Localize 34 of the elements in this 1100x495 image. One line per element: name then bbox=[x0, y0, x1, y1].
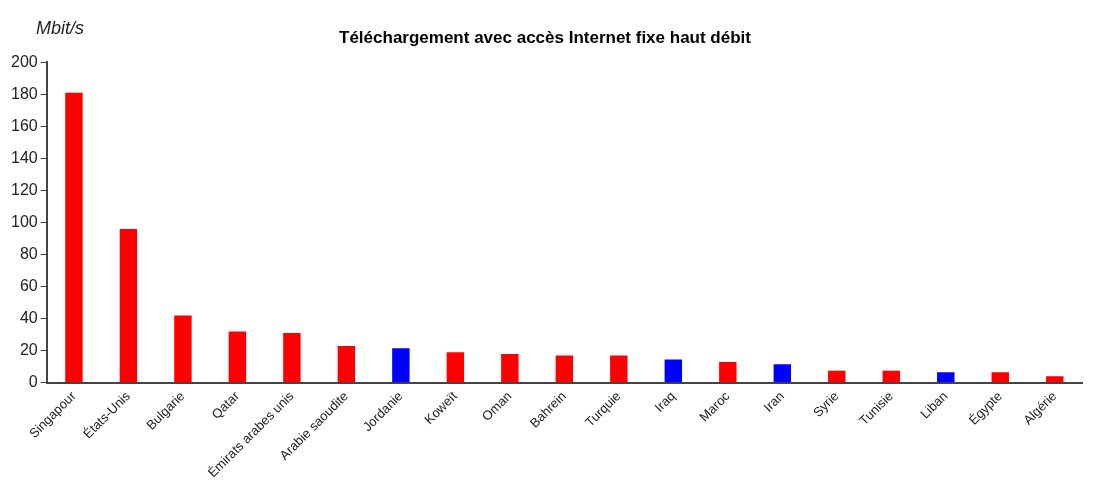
bar bbox=[119, 228, 138, 383]
bar bbox=[337, 345, 356, 383]
y-tick-label: 80 bbox=[19, 245, 38, 263]
y-axis-title: Mbit/s bbox=[36, 18, 85, 38]
bar bbox=[991, 372, 1009, 383]
y-tick-label: 200 bbox=[10, 52, 38, 70]
y-tick-label: 100 bbox=[10, 212, 38, 230]
bar bbox=[283, 333, 301, 383]
bar bbox=[828, 370, 846, 383]
y-tick-label: 160 bbox=[10, 116, 38, 134]
bar bbox=[446, 352, 465, 383]
bar bbox=[174, 315, 192, 383]
bar bbox=[65, 92, 83, 383]
y-tick-label: 120 bbox=[10, 180, 38, 198]
y-tick-label: 60 bbox=[19, 277, 38, 295]
y-tick-label: 0 bbox=[28, 373, 38, 391]
y-tick-label: 40 bbox=[19, 309, 38, 327]
y-tick-label: 20 bbox=[19, 341, 38, 359]
bar bbox=[664, 359, 683, 383]
x-tick-label: Iran bbox=[760, 388, 787, 415]
y-tick-label: 140 bbox=[10, 148, 38, 166]
bar bbox=[501, 353, 519, 383]
bar bbox=[610, 355, 628, 383]
chart-title: Téléchargement avec accès Internet fixe haut débit bbox=[339, 27, 752, 47]
bar bbox=[719, 361, 737, 383]
bar bbox=[773, 364, 792, 383]
bar bbox=[937, 372, 955, 383]
x-tick-label: Iraq bbox=[651, 388, 678, 415]
bar bbox=[882, 370, 900, 383]
bar bbox=[228, 331, 247, 383]
bar bbox=[1046, 376, 1064, 383]
bar bbox=[555, 355, 574, 383]
y-tick-label: 180 bbox=[10, 84, 38, 102]
bar bbox=[392, 348, 410, 383]
